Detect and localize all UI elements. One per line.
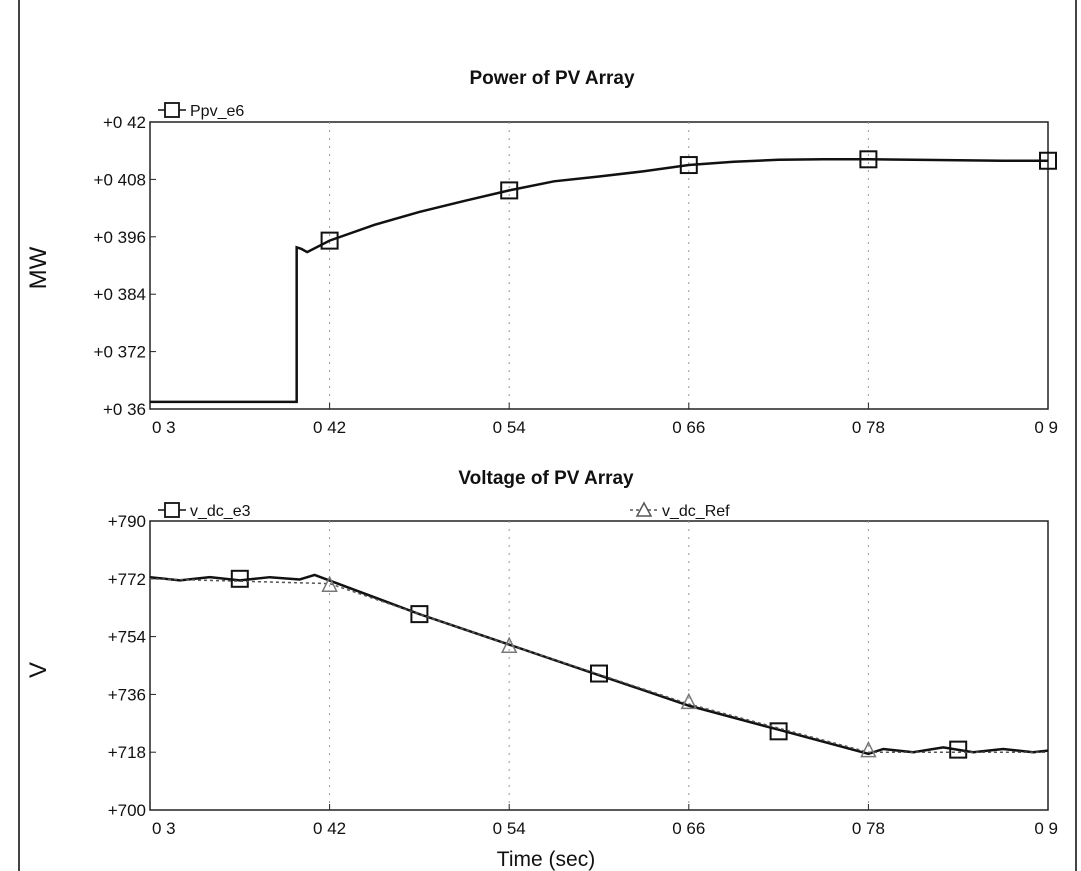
voltage-x-tick-label: 0 42 xyxy=(313,819,346,838)
figure-frame xyxy=(18,0,1077,871)
voltage-triangle-marker xyxy=(860,740,877,758)
voltage-series-line-ref xyxy=(149,578,1048,753)
voltage-square-marker xyxy=(410,605,429,624)
power-y-tick-label: +0 396 xyxy=(94,228,146,247)
voltage-triangle-marker xyxy=(321,575,338,592)
voltage-square-marker xyxy=(949,740,968,759)
voltage-triangle-marker xyxy=(680,692,698,710)
voltage-y-tick-label: +754 xyxy=(108,628,146,647)
power-x-tick-label: 0 42 xyxy=(313,418,346,437)
voltage-plot-area xyxy=(149,520,1049,811)
voltage-square-marker xyxy=(230,569,249,588)
power-x-tick-label: 0 9 xyxy=(1034,418,1058,437)
power-plot-area xyxy=(149,121,1049,410)
voltage-series-line-main xyxy=(149,573,1049,756)
power-square-marker xyxy=(679,156,698,175)
voltage-x-tick-label: 0 54 xyxy=(493,819,526,838)
voltage-triangle-marker xyxy=(500,636,518,653)
voltage-square-marker xyxy=(769,722,788,741)
power-legend-label: Ppv_e6 xyxy=(190,103,244,120)
power-x-tick-label: 0 54 xyxy=(493,418,526,437)
voltage-x-tick-label: 0 3 xyxy=(152,819,176,838)
power-square-marker xyxy=(1039,151,1057,170)
voltage-square-marker xyxy=(590,664,608,683)
power-x-tick-label: 0 66 xyxy=(672,418,705,437)
chart-title-power: Power of PV Array xyxy=(469,68,635,89)
voltage-x-tick-label: 0 78 xyxy=(852,819,885,838)
voltage-legend-square-icon xyxy=(164,502,180,518)
voltage-legend-label: v_dc_e3 xyxy=(190,503,251,520)
power-legend-square-icon xyxy=(164,102,180,118)
power-x-tick-label: 0 3 xyxy=(152,418,176,437)
power-square-marker xyxy=(500,181,519,200)
power-x-tick-label: 0 78 xyxy=(852,418,885,437)
y-axis-label-power: MW xyxy=(25,246,52,289)
power-y-tick-label: +0 372 xyxy=(94,343,146,362)
voltage-y-tick-label: +718 xyxy=(108,743,146,762)
chart-layer: 0 3 0 42 0 54 0 66 0 78 0 9 +0 36 +0 372 +0 384 +… xyxy=(94,102,1058,838)
power-y-tick-label: +0 408 xyxy=(94,170,146,189)
chart-title-voltage: Voltage of PV Array xyxy=(458,468,634,489)
power-square-marker xyxy=(859,150,878,169)
y-axis-label-voltage: V xyxy=(25,662,52,678)
voltage-legend-label: v_dc_Ref xyxy=(662,503,730,520)
power-square-marker xyxy=(320,231,339,250)
voltage-y-tick-label: +772 xyxy=(108,570,146,589)
voltage-y-tick-label: +736 xyxy=(108,685,146,704)
x-axis-label-time: Time (sec) xyxy=(497,848,595,871)
power-y-tick-label: +0 42 xyxy=(103,113,146,132)
voltage-x-tick-label: 0 66 xyxy=(672,819,705,838)
voltage-y-tick-label: +790 xyxy=(108,512,146,531)
voltage-x-tick-label: 0 9 xyxy=(1034,819,1058,838)
power-y-tick-label: +0 384 xyxy=(94,285,146,304)
power-y-tick-label: +0 36 xyxy=(103,400,146,419)
voltage-legend-triangle-icon xyxy=(635,501,653,517)
voltage-y-tick-label: +700 xyxy=(108,801,146,820)
power-series-line-main xyxy=(150,158,1048,404)
